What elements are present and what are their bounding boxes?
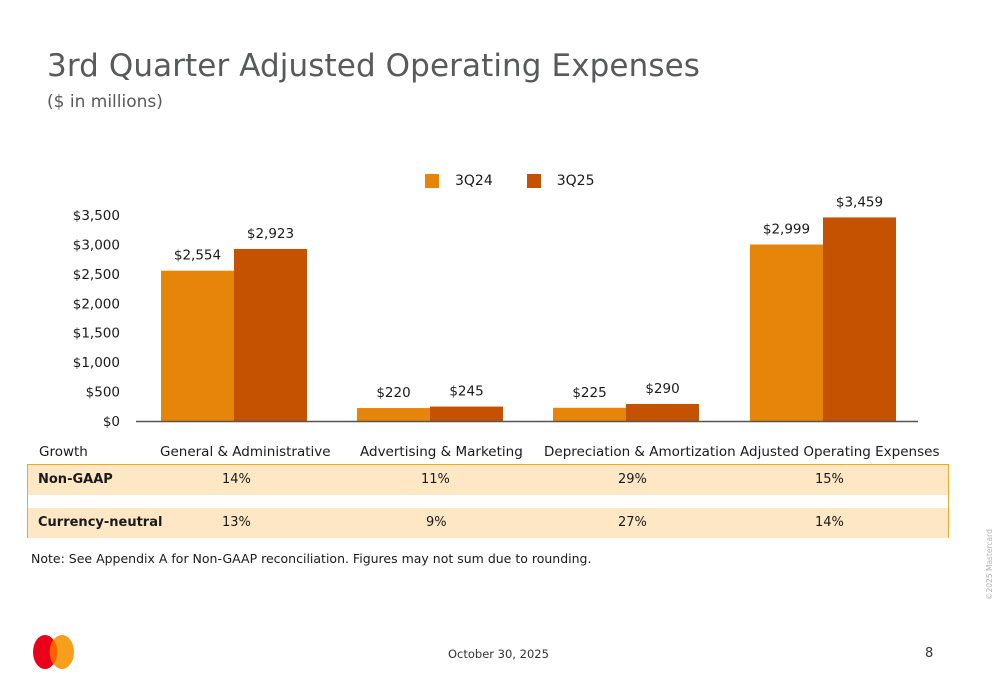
chart-legend: 3Q24 3Q25 [425, 173, 629, 189]
y-tick-label: $0 [103, 414, 120, 430]
bar-3q25 [234, 248, 307, 421]
growth-col-header: Advertising & Marketing [360, 444, 523, 460]
mastercard-logo [33, 635, 74, 669]
growth-cell: 14% [815, 515, 844, 530]
row-label: Currency-neutral [38, 515, 163, 530]
bar-chart: $0 $500 $1,000 $1,500 $2,000 $2,500 $3,000 $3,5… [73, 195, 918, 430]
legend-swatch-3q24 [425, 174, 439, 188]
bar-3q25 [823, 217, 896, 421]
growth-col-header: General & Administrative [160, 444, 331, 460]
legend-item-3q24: 3Q24 [425, 173, 493, 189]
data-label: $245 [449, 384, 483, 400]
data-label: $225 [572, 385, 606, 401]
growth-table: Non-GAAP 14% 11% 29% 15% Currency-neutra… [27, 464, 949, 538]
page-title: 3rd Quarter Adjusted Operating Expenses [47, 48, 701, 84]
bars [161, 217, 896, 421]
y-tick-label: $3,000 [73, 237, 120, 253]
growth-row-non-gaap: Non-GAAP 14% 11% 29% 15% [28, 465, 948, 495]
growth-cell: 29% [618, 472, 647, 487]
bar-3q24 [750, 244, 823, 421]
legend-label-3q24: 3Q24 [455, 173, 493, 189]
y-axis: $0 $500 $1,000 $1,500 $2,000 $2,500 $3,000 $3,5… [73, 208, 120, 430]
growth-header-row: Growth General & Administrative Advertis… [0, 444, 1000, 462]
page-number: 8 [925, 646, 934, 661]
page-subtitle: ($ in millions) [47, 92, 163, 112]
row-label: Non-GAAP [38, 472, 113, 487]
y-tick-label: $1,000 [73, 355, 120, 371]
data-label: $2,923 [247, 226, 294, 242]
y-tick-label: $2,500 [73, 267, 120, 283]
growth-cell: 11% [421, 472, 450, 487]
growth-cell: 15% [815, 472, 844, 487]
growth-cell: 9% [426, 515, 447, 530]
growth-row-currency-neutral: Currency-neutral 13% 9% 27% 14% [28, 508, 948, 538]
footer-date: October 30, 2025 [448, 647, 549, 661]
data-label: $2,999 [763, 221, 810, 237]
y-tick-label: $500 [86, 385, 120, 401]
y-tick-label: $3,500 [73, 208, 120, 224]
growth-col-header: Adjusted Operating Expenses [740, 444, 940, 460]
data-label: $2,554 [174, 248, 221, 264]
growth-header-label: Growth [39, 444, 88, 460]
data-label: $290 [645, 381, 679, 397]
bar-3q25 [430, 406, 503, 421]
growth-col-header: Depreciation & Amortization [544, 444, 736, 460]
growth-cell: 13% [222, 515, 251, 530]
footnote: Note: See Appendix A for Non-GAAP reconc… [31, 551, 592, 566]
data-labels: $2,554 $2,923 $220 $245 $225 $290 $2,999 $3,459 [174, 195, 883, 401]
bar-3q24 [161, 270, 234, 421]
data-label: $220 [376, 385, 410, 401]
legend-item-3q25: 3Q25 [526, 173, 595, 189]
growth-cell: 27% [618, 515, 647, 530]
bar-3q24 [357, 408, 430, 421]
y-tick-label: $2,000 [73, 296, 120, 312]
legend-label-3q25: 3Q25 [556, 173, 595, 189]
bar-3q25 [626, 403, 699, 421]
y-tick-label: $1,500 [73, 326, 120, 342]
growth-cell: 14% [222, 472, 251, 487]
legend-swatch-3q25 [526, 174, 541, 188]
data-label: $3,459 [836, 195, 883, 210]
bar-3q24 [553, 407, 626, 421]
copyright-notice: ©2025 Mastercard [985, 529, 994, 600]
